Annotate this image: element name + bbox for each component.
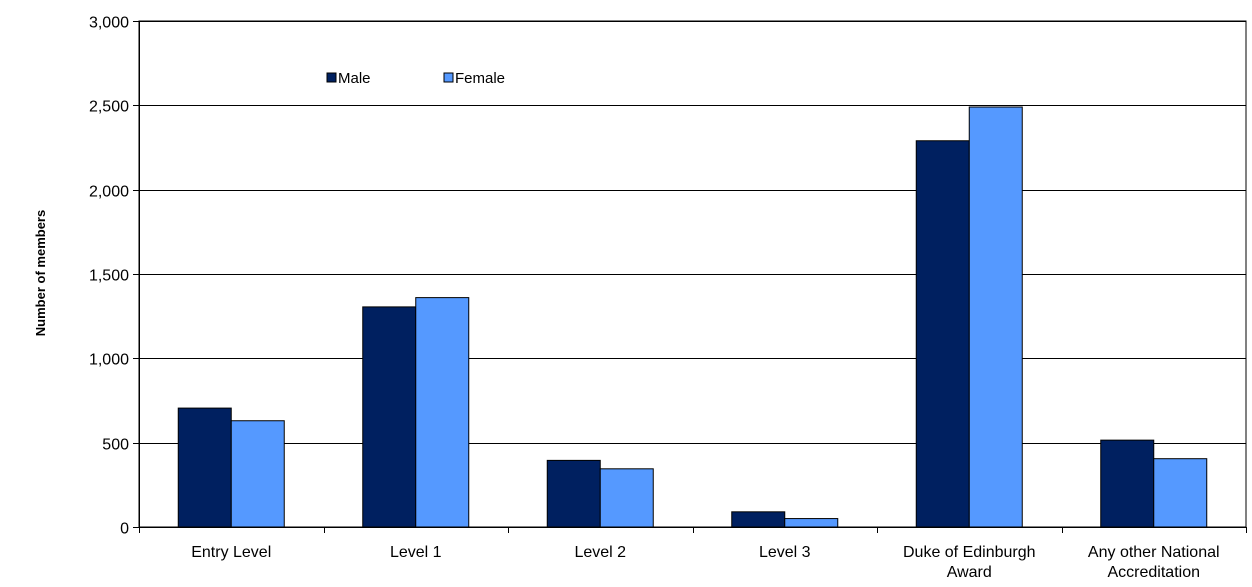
legend-label-female: Female [455,70,505,87]
legend-swatch-female [443,72,454,83]
gridlines [138,20,1247,528]
x-tick-label: Level 2 [574,544,626,561]
bar-female-1 [415,297,470,528]
bar-female-5 [1153,458,1208,528]
y-axis-title: Number of members [33,210,48,336]
bar-female-4 [968,106,1023,528]
bar-female-3 [784,518,839,528]
legend: Male Female [326,70,505,87]
x-tick-label: Level 3 [759,544,811,561]
bars [177,106,1208,528]
y-tick-label: 2,000 [89,184,129,201]
bar-male-3 [731,511,786,528]
x-tick-label: Entry Level [191,544,271,561]
bar-male-1 [362,306,417,528]
y-tick-label: 1,500 [89,268,129,285]
x-tick-label: Level 1 [390,544,442,561]
y-tick-label: 1,000 [89,352,129,369]
x-tick-label: Any other National [1088,544,1220,561]
x-tick-labels: Entry Level Level 1 Level 2 Level 3 Duke of … [191,544,1219,581]
y-tick-label: 3,000 [89,15,129,32]
bar-male-2 [546,459,601,528]
y-tick-label: 0 [120,521,129,538]
y-tick-label: 2,500 [89,99,129,116]
x-tick-label: Accreditation [1108,564,1201,581]
bar-male-4 [915,140,970,528]
x-tick-label: Duke of Edinburgh [903,544,1036,561]
bar-female-0 [230,420,285,528]
axes [133,21,1247,533]
bar-male-5 [1100,439,1155,528]
y-tick-labels: 0 500 1,000 1,500 2,000 2,500 3,000 [89,15,129,538]
x-tick-label: Award [947,564,992,581]
legend-swatch-male [326,72,337,83]
y-tick-label: 500 [102,437,129,454]
bar-male-0 [177,407,232,528]
legend-label-male: Male [338,70,371,87]
bar-female-2 [599,468,654,528]
